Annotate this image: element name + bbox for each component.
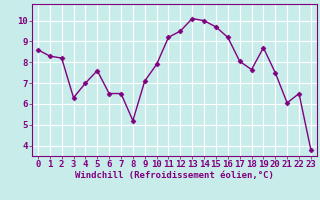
X-axis label: Windchill (Refroidissement éolien,°C): Windchill (Refroidissement éolien,°C) [75, 171, 274, 180]
